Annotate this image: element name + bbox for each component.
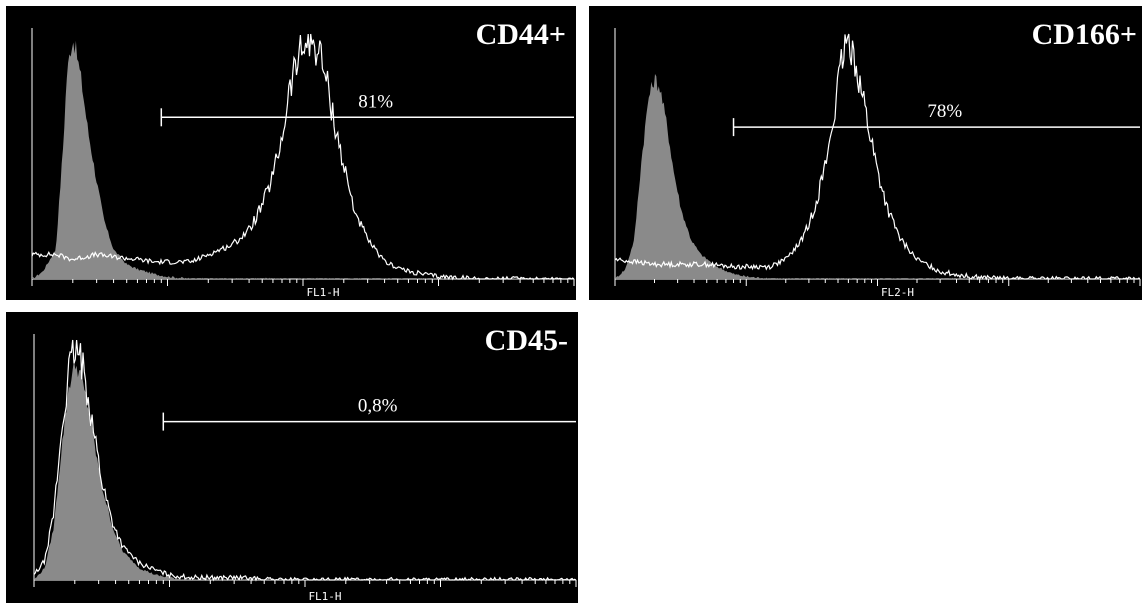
histogram-chart-cd166: 78% CD166+ FL2-H [614,18,1141,299]
x-axis-label: FL2-H [881,286,914,299]
x-axis-label: FL1-H [308,590,341,603]
marker-title: CD166+ [1032,18,1137,51]
gate-percentage-label: 81% [358,91,393,112]
gate-percentage-label: 78% [927,101,962,122]
control-histogram-area [32,40,574,279]
histogram-chart-cd45: 0,8% CD45- FL1-H [33,324,577,603]
marker-title: CD44+ [476,18,566,51]
gate-percentage-label: 0,8% [358,396,398,417]
histogram-panel-cd45: 0,8% CD45- FL1-H [6,312,578,603]
histogram-panel-cd166: 78% CD166+ FL2-H [589,6,1142,300]
histogram-panel-cd44: 81% CD44+ FL1-H [6,6,576,300]
sample-histogram-line [31,33,575,281]
control-histogram-area [615,74,1140,279]
histogram-chart-cd44: 81% CD44+ FL1-H [31,18,575,299]
x-axis-label: FL1-H [306,286,339,299]
marker-title: CD45- [485,324,568,357]
control-histogram-area [34,360,576,580]
sample-histogram-line [614,33,1141,281]
sample-histogram-line [33,339,577,582]
